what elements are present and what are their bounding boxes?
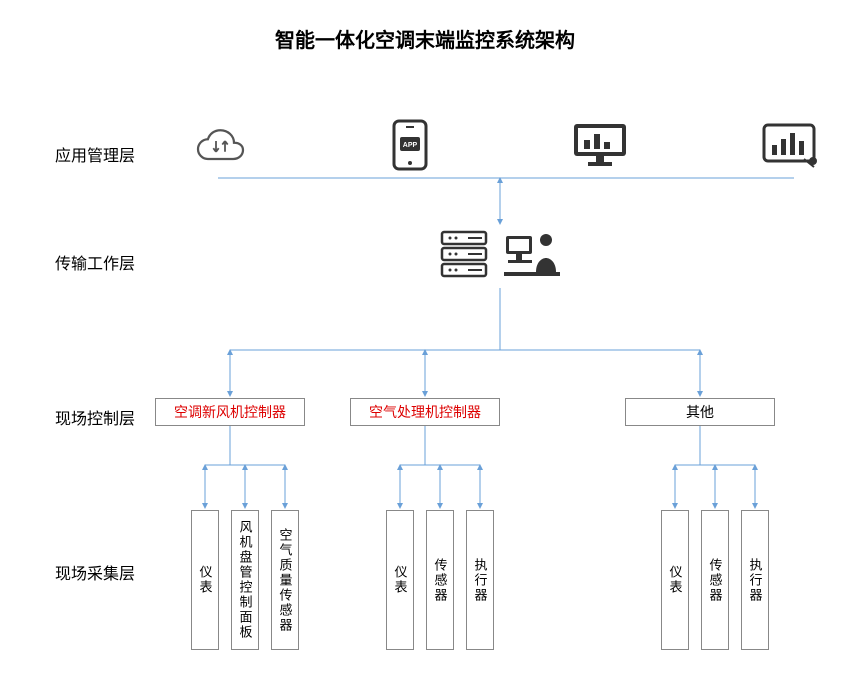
field-box-g1-2: 空气质量传感器 xyxy=(271,510,299,650)
diagram-title: 智能一体化空调末端监控系统架构 xyxy=(0,24,850,53)
layer-label-3: 现场控制层 xyxy=(55,405,135,429)
field-box-g1-1: 风机盘管控制面板 xyxy=(231,510,259,650)
server-rack-icon xyxy=(438,228,490,289)
layer-label-4: 现场采集层 xyxy=(55,560,135,584)
controller-box-air-handler: 空气处理机控制器 xyxy=(350,398,500,426)
field-box-g3-2: 执行器 xyxy=(741,510,769,650)
field-box-g3-1: 传感器 xyxy=(701,510,729,650)
field-box-g2-1: 传感器 xyxy=(426,510,454,650)
field-box-g2-2: 执行器 xyxy=(466,510,494,650)
desktop-dashboard-icon xyxy=(570,120,630,170)
controller-box-other: 其他 xyxy=(625,398,775,426)
field-box-g1-0: 仪表 xyxy=(191,510,219,650)
operator-workstation-icon xyxy=(502,228,562,289)
layer-label-1: 应用管理层 xyxy=(55,142,135,166)
transport-layer-icons xyxy=(438,228,562,289)
svg-text:APP: APP xyxy=(403,142,418,149)
application-layer-icons: APP xyxy=(190,120,820,170)
tablet-chart-icon xyxy=(760,120,820,170)
field-box-g2-0: 仪表 xyxy=(386,510,414,650)
cloud-sync-icon xyxy=(190,120,250,170)
layer-label-2: 传输工作层 xyxy=(55,250,135,274)
field-box-g3-0: 仪表 xyxy=(661,510,689,650)
mobile-app-icon: APP xyxy=(380,120,440,170)
controller-box-fresh-air: 空调新风机控制器 xyxy=(155,398,305,426)
